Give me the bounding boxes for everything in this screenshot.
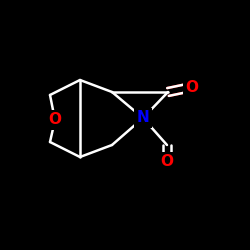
Text: O: O (186, 80, 198, 94)
Text: O: O (48, 112, 62, 128)
Text: N: N (136, 110, 149, 126)
Text: O: O (160, 154, 173, 170)
